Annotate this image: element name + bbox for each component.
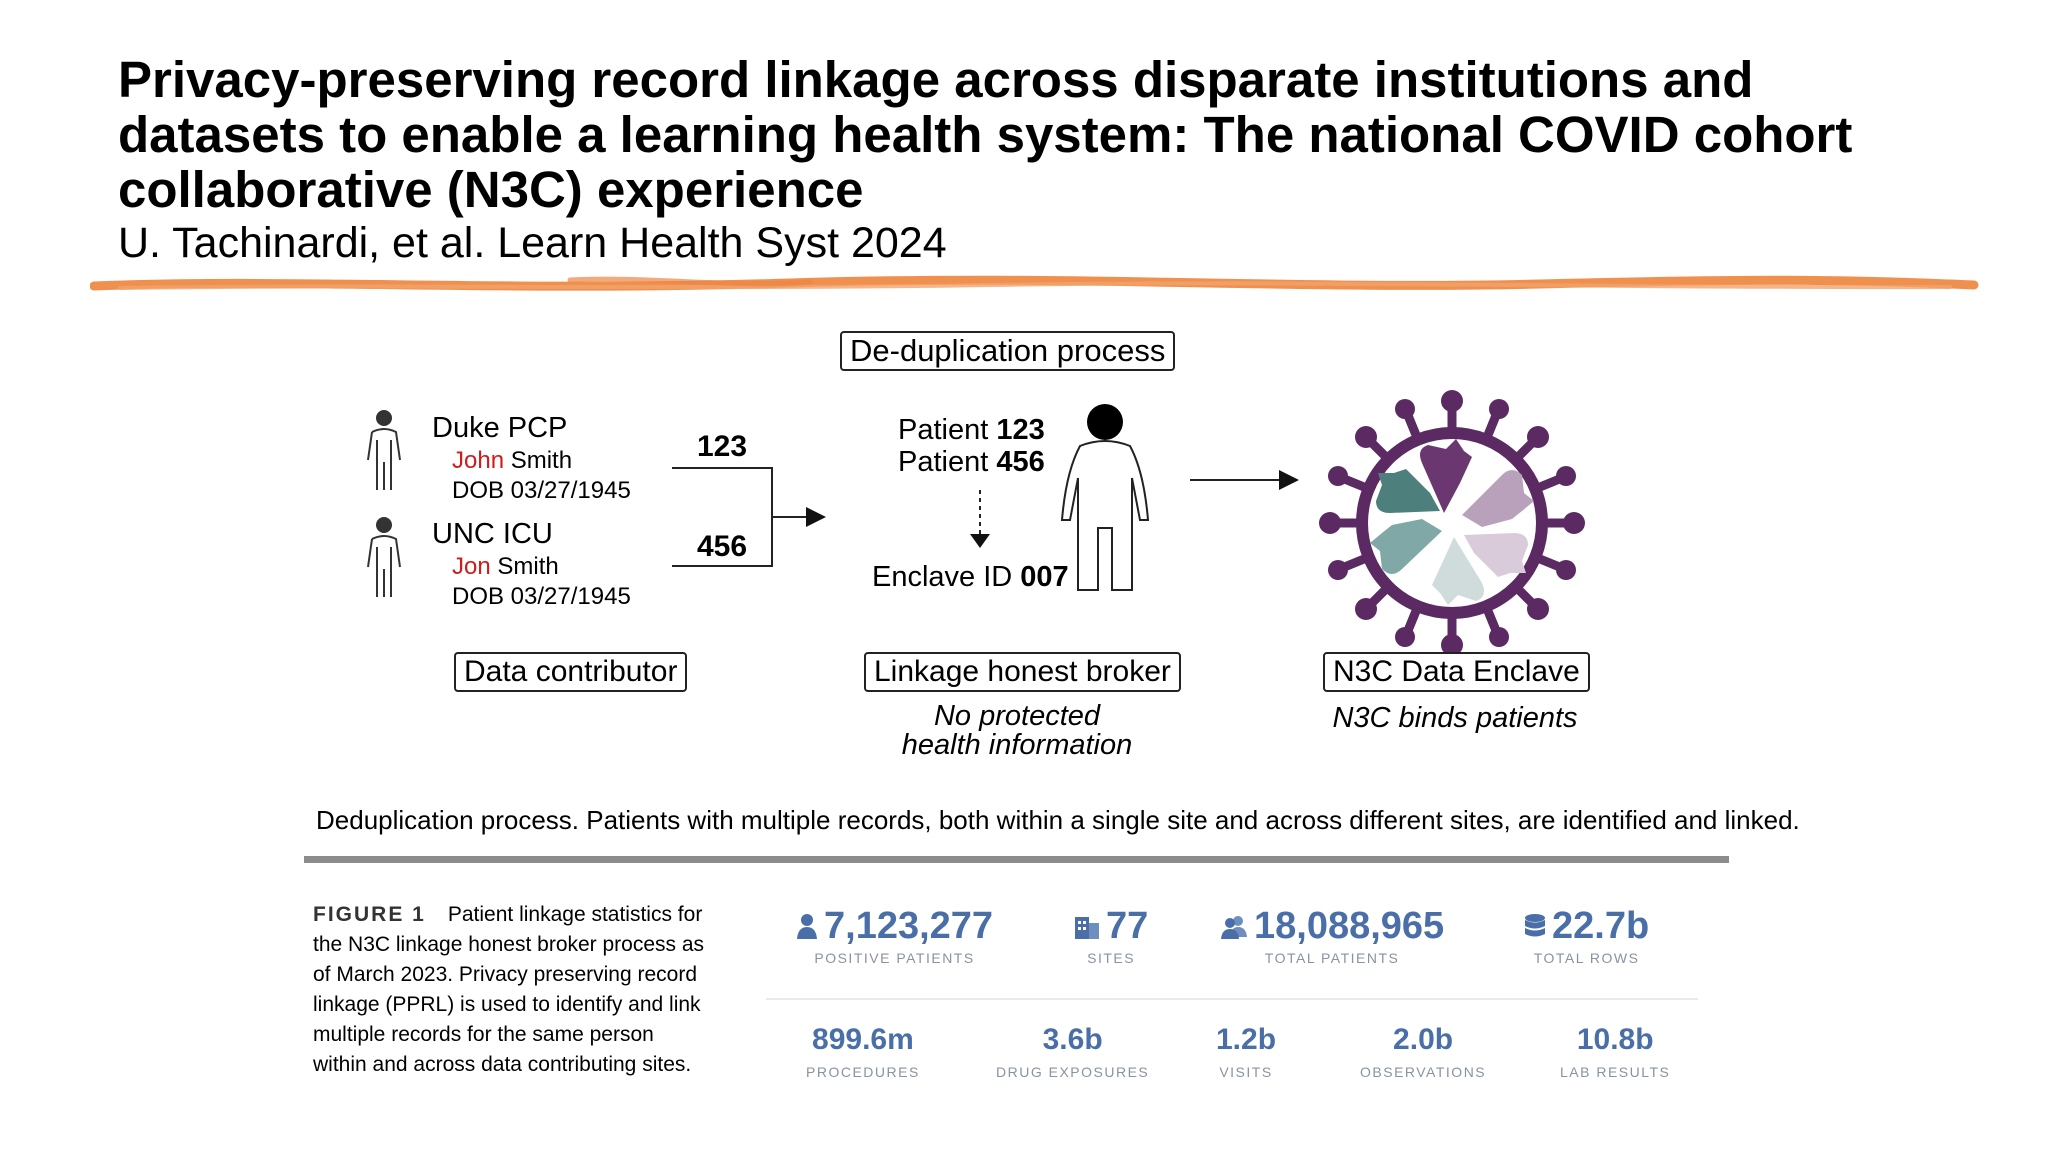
contributor-dob: DOB 03/27/1945	[452, 583, 631, 610]
person-large-icon	[1060, 404, 1150, 591]
broker-note: No protected health information	[901, 700, 1133, 761]
stat-positive-patients: 7,123,277 POSITIVE PATIENTS	[796, 906, 993, 968]
contributor-2-details: Jon Smith DOB 03/27/1945	[452, 552, 631, 612]
citation: U. Tachinardi, et al. Learn Health Syst …	[118, 219, 947, 267]
patient-line: Patient 123	[898, 414, 1045, 446]
slide-title: Privacy-preserving record linkage across…	[118, 51, 1853, 218]
contributor-site: Duke PCP	[432, 412, 568, 444]
enclave-id: Enclave ID 007	[872, 561, 1069, 593]
contributor-1: Duke PCP	[432, 412, 567, 444]
brush-stroke-divider	[90, 275, 1979, 291]
figure-caption-text: Patient linkage statistics for the N3C l…	[313, 903, 705, 1076]
person-icon	[797, 914, 817, 939]
contributor-site: UNC ICU	[432, 518, 553, 550]
enclave-label: N3C Data Enclave	[1323, 652, 1590, 692]
contributor-2: UNC ICU	[432, 518, 553, 550]
database-icon	[1525, 914, 1545, 937]
dashed-down-arrow	[970, 490, 990, 548]
dedup-process-label: De-duplication process	[840, 331, 1176, 371]
contributor-1-details: John Smith DOB 03/27/1945	[452, 446, 631, 506]
figure-label: FIGURE 1	[313, 903, 426, 926]
building-icon	[1075, 917, 1099, 939]
person-outline-icon	[367, 410, 401, 490]
stat-total-patients: 18,088,965 TOTAL PATIENTS	[1220, 906, 1444, 968]
stat-visits: 1.2b VISITS	[1216, 1023, 1277, 1080]
section-divider	[304, 856, 1729, 863]
stat-sites: 77 SITES	[1074, 906, 1148, 968]
diagram-caption: Deduplication process. Patients with mul…	[316, 805, 1800, 835]
contributor-dob: DOB 03/27/1945	[452, 477, 631, 504]
contributor-id: 456	[697, 530, 748, 563]
merge-connector	[672, 467, 826, 567]
figure-caption: FIGURE 1 Patient linkage statistics for t…	[313, 900, 707, 1080]
broker-label: Linkage honest broker	[864, 652, 1181, 692]
stat-observations: 2.0b OBSERVATIONS	[1360, 1023, 1487, 1080]
contributor-name: Jon Smith	[452, 553, 559, 580]
stat-procedures: 899.6m PROCEDURES	[806, 1023, 920, 1080]
enclave-note: N3C binds patients	[1332, 702, 1578, 734]
stat-total-rows: 22.7b TOTAL ROWS	[1524, 906, 1649, 968]
contributor-name: John Smith	[452, 447, 573, 474]
patient-line: Patient 456	[898, 446, 1045, 478]
people-icon	[1221, 916, 1247, 939]
person-outline-icon	[367, 517, 401, 597]
stat-drug-exposures: 3.6b DRUG EXPOSURES	[996, 1023, 1150, 1080]
patient-list: Patient 123 Patient 456	[898, 414, 1045, 478]
stats-divider	[766, 998, 1698, 1000]
contributor-id: 123	[697, 430, 748, 463]
stat-lab-results: 10.8b LAB RESULTS	[1560, 1023, 1671, 1080]
data-contributor-label: Data contributor	[454, 652, 688, 692]
virus-hands-icon	[1319, 390, 1585, 656]
